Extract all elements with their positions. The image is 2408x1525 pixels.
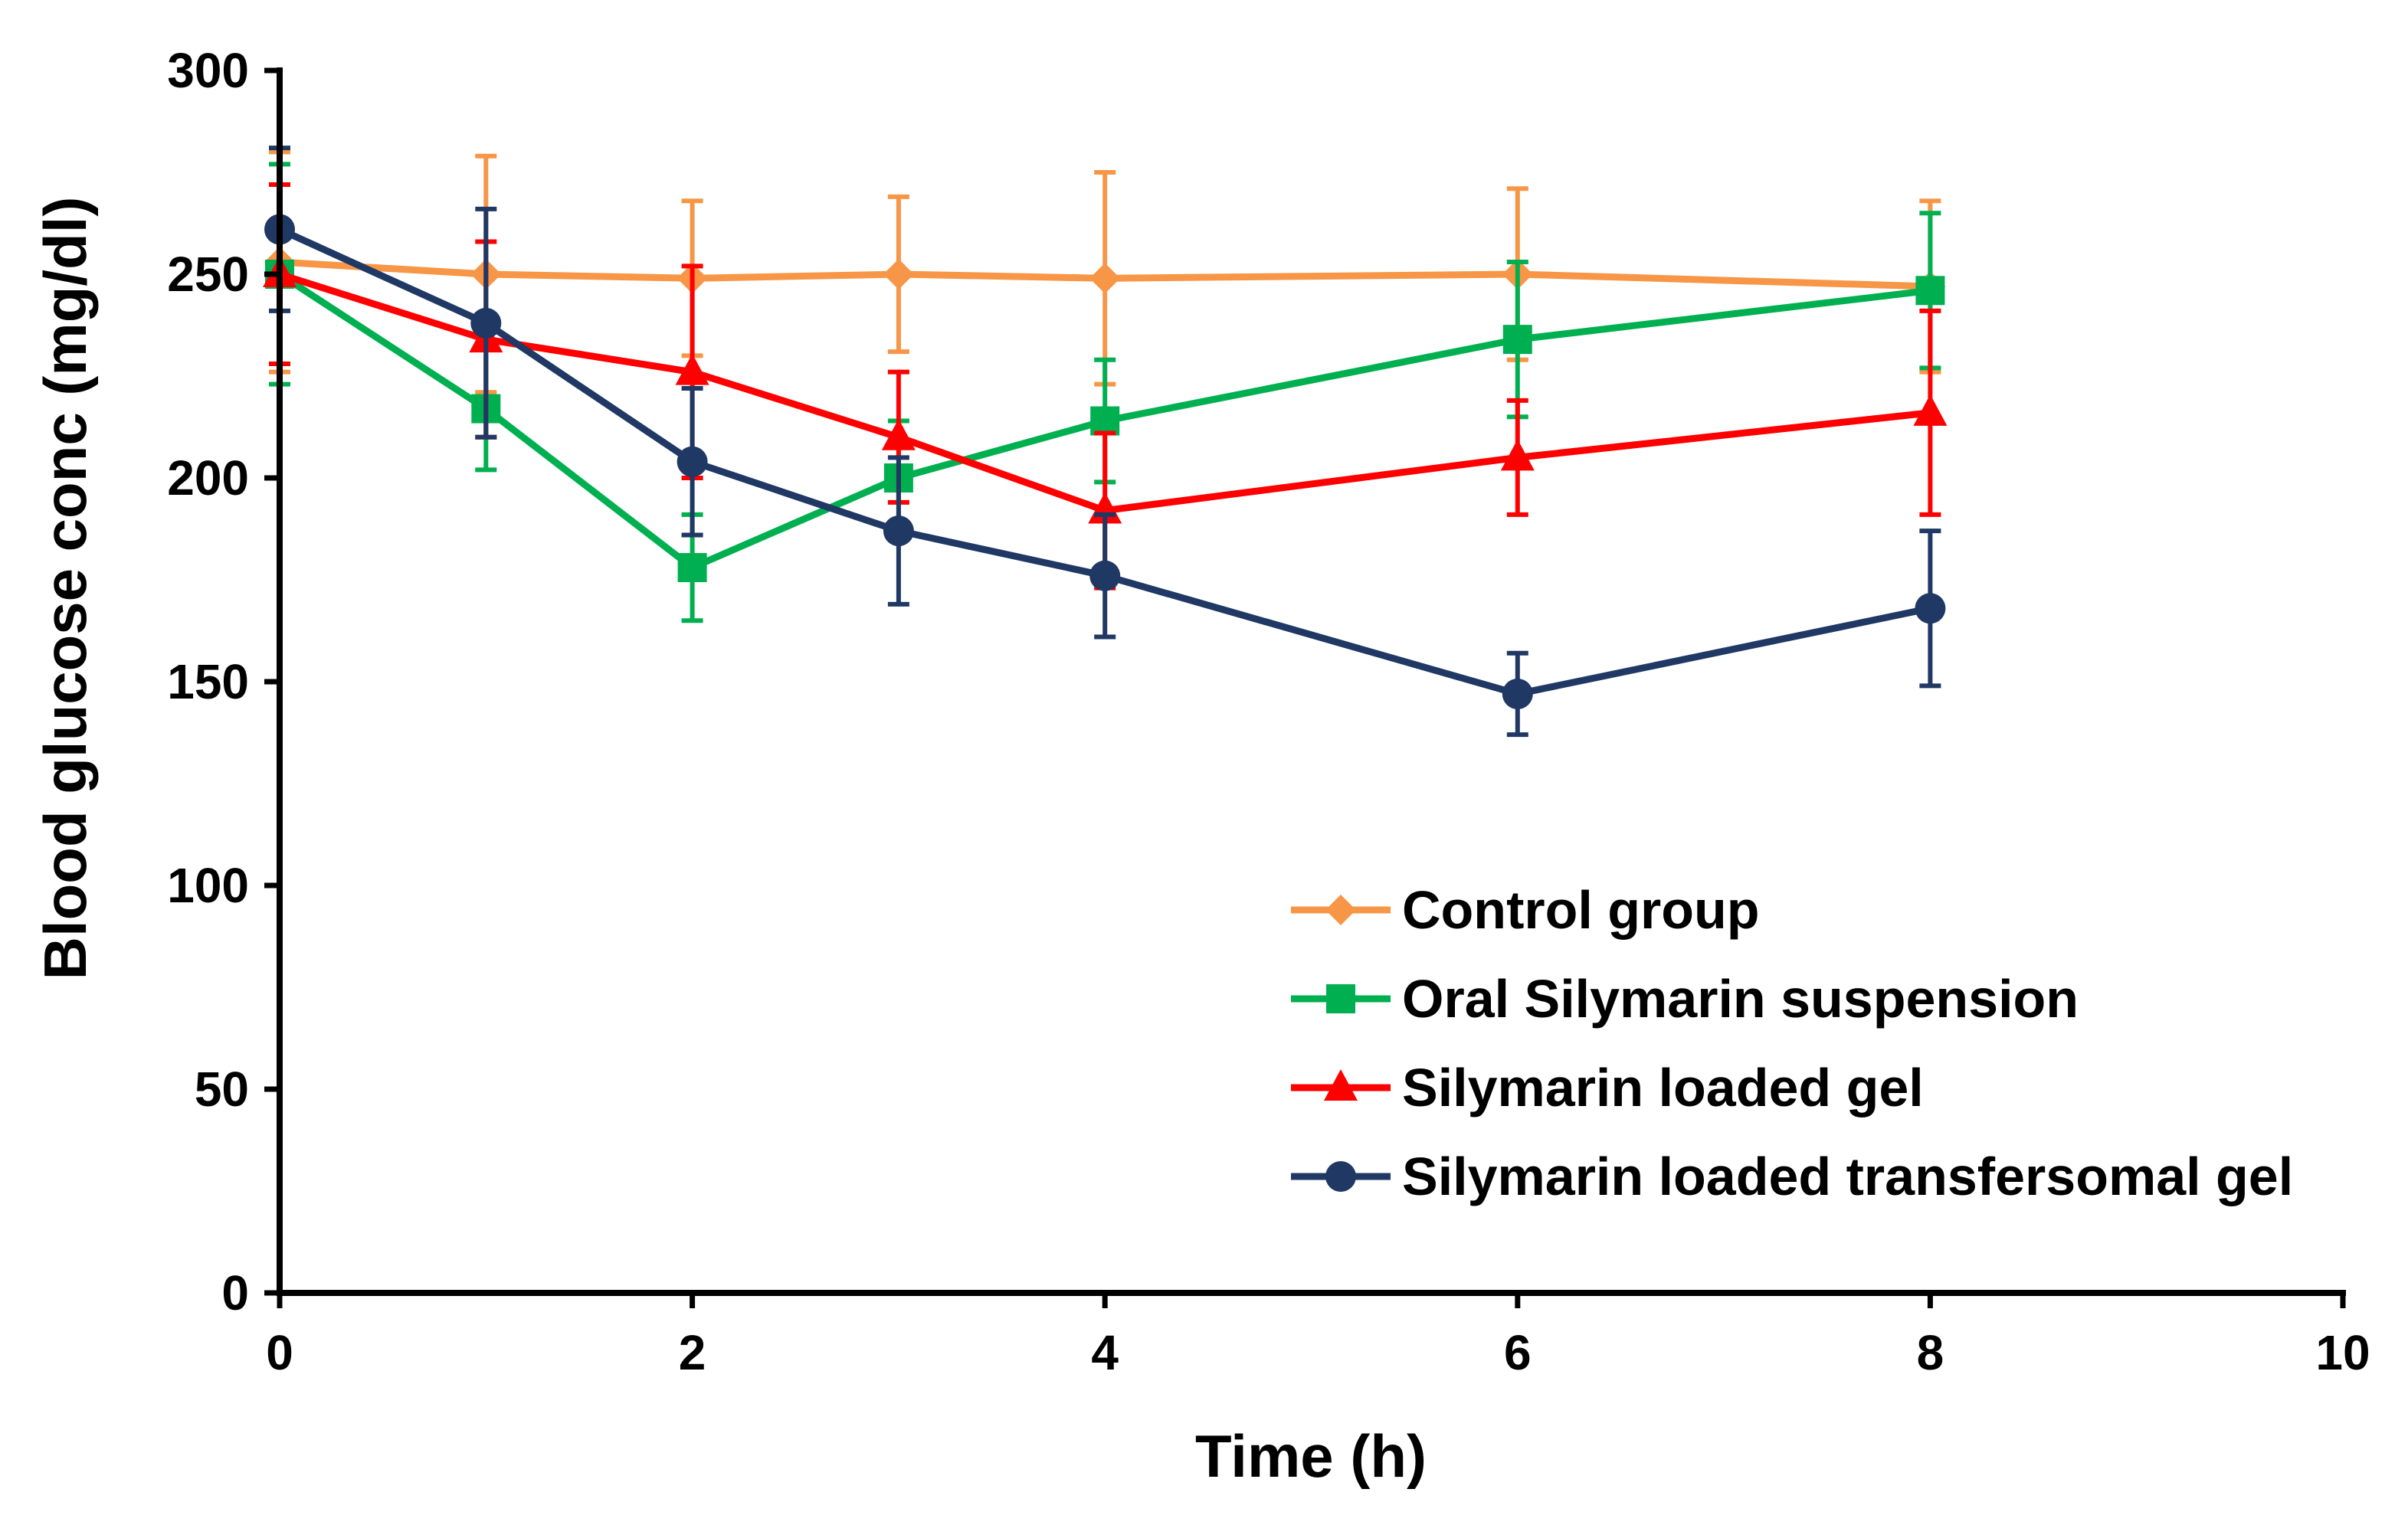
axes: 0 50 100 150 200 250 300 0 2 4 6 8 10: [167, 43, 2370, 1380]
data-point: [1913, 394, 1948, 426]
x-axis-title: Time (h): [1195, 1422, 1427, 1490]
legend-marker: [1324, 1069, 1358, 1101]
y-tick-label: 50: [195, 1062, 249, 1117]
legend-item-1: Control group: [1291, 880, 1760, 940]
y-tick-label: 200: [167, 450, 249, 506]
legend-marker: [1325, 1161, 1356, 1192]
legend-label: Silymarin loaded transfersomal gel: [1402, 1147, 2293, 1206]
data-point: [675, 353, 709, 385]
x-tick-label: 2: [679, 1325, 706, 1380]
x-tick-label: 4: [1091, 1325, 1119, 1380]
legend-marker: [1326, 984, 1355, 1013]
data-point: [1089, 560, 1121, 591]
data-point: [883, 259, 914, 290]
data-point: [1915, 276, 1945, 306]
legend-item-4: Silymarin loaded transfersomal gel: [1291, 1147, 2293, 1206]
data-point: [1089, 263, 1121, 294]
legend-label: Oral Silymarin suspension: [1402, 969, 2079, 1029]
legend-marker: [1325, 895, 1356, 925]
data-point: [677, 446, 708, 477]
data-point: [1502, 325, 1532, 355]
data-point: [1090, 406, 1120, 436]
data-point: [1500, 439, 1535, 471]
y-tick-label: 300: [167, 43, 249, 98]
legend: Control group Oral Silymarin suspension Si…: [1291, 880, 2293, 1206]
data-point: [1915, 593, 1946, 624]
x-tick-label: 10: [2315, 1325, 2370, 1380]
y-tick-label: 150: [167, 654, 249, 709]
y-tick-label: 100: [167, 858, 249, 913]
legend-item-2: Oral Silymarin suspension: [1291, 969, 2079, 1029]
plot-area: [263, 146, 1948, 738]
data-point: [1502, 678, 1533, 709]
data-point: [470, 307, 502, 339]
series-1: [264, 149, 1946, 395]
data-point: [883, 515, 914, 547]
data-point: [881, 418, 916, 450]
legend-item-3: Silymarin loaded gel: [1291, 1058, 1924, 1118]
y-tick-label: 0: [221, 1265, 249, 1320]
y-axis-title: Blood glucose conc (mg/dl): [31, 197, 99, 980]
x-tick-label: 6: [1504, 1325, 1532, 1380]
y-tick-label: 250: [167, 247, 249, 302]
x-tick-label: 0: [266, 1325, 293, 1380]
legend-label: Control group: [1402, 880, 1760, 940]
data-point: [677, 553, 707, 583]
legend-label: Silymarin loaded gel: [1402, 1058, 1924, 1118]
x-tick-label: 8: [1917, 1325, 1944, 1380]
